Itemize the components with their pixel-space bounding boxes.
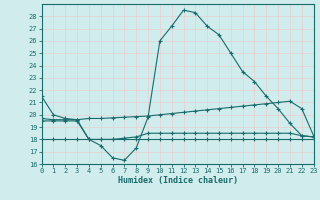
X-axis label: Humidex (Indice chaleur): Humidex (Indice chaleur) [118, 176, 237, 185]
